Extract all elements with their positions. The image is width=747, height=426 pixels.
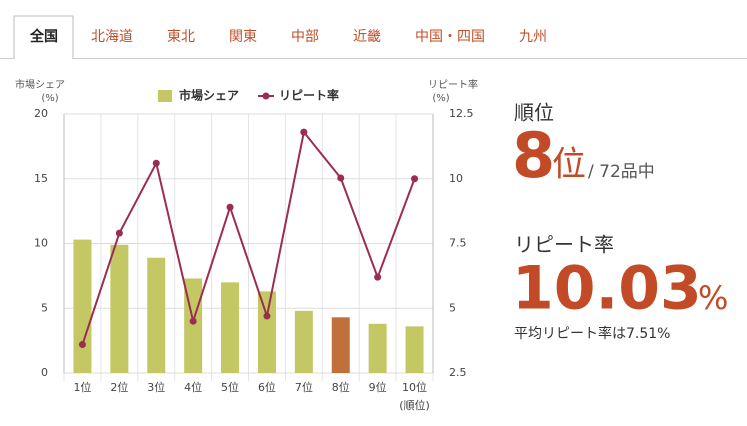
tab[interactable]: 北海道 xyxy=(91,29,133,45)
active-tab xyxy=(13,15,74,59)
y2-axis-label: リピート率 xyxy=(428,78,478,91)
rate-label: リピート率 xyxy=(514,233,614,257)
x-axis-label: (順位) xyxy=(399,398,430,412)
line-point xyxy=(337,174,345,182)
line-point xyxy=(115,229,123,237)
x-tick-label: 1位 xyxy=(73,380,91,394)
line-point xyxy=(226,203,234,211)
y-tick-label: 15 xyxy=(34,172,48,185)
y-tick-label: 0 xyxy=(41,366,48,379)
legend-label: 市場シェア xyxy=(179,88,239,103)
bar xyxy=(294,310,313,373)
line xyxy=(81,129,416,345)
y-axis-label: (%) xyxy=(41,93,58,104)
x-tick-label: 4位 xyxy=(184,380,202,394)
legend-swatch xyxy=(158,90,172,102)
y2-tick-label: 2.5 xyxy=(449,366,467,379)
rank-unit: 位 xyxy=(552,145,586,185)
tab[interactable]: 近畿 xyxy=(353,29,381,45)
line-point xyxy=(78,341,86,349)
y-tick-label: 10 xyxy=(34,237,48,250)
tab[interactable]: 九州 xyxy=(519,29,547,45)
line-point xyxy=(374,273,382,281)
line-point xyxy=(263,312,271,320)
tab[interactable]: 全国 xyxy=(29,28,58,45)
y2-tick-label: 10 xyxy=(449,172,463,185)
x-tick-label: 8位 xyxy=(332,380,350,394)
y-axis-label: 市場シェア xyxy=(15,78,65,91)
y2-axis-label: (%) xyxy=(432,93,449,104)
x-tick-label: 3位 xyxy=(147,380,165,394)
bar xyxy=(257,291,276,373)
y2-tick-label: 5 xyxy=(449,301,456,314)
x-tick-label: 10位 xyxy=(402,380,427,394)
bar xyxy=(147,257,166,373)
legend-marker xyxy=(262,92,270,100)
y2-tick-label: 12.5 xyxy=(449,107,474,120)
tab[interactable]: 中国・四国 xyxy=(415,29,485,45)
x-tick-label: 5位 xyxy=(221,380,239,394)
line-point xyxy=(300,128,308,136)
tab[interactable]: 中部 xyxy=(291,29,319,45)
y-tick-label: 20 xyxy=(34,107,48,120)
bar xyxy=(221,282,240,373)
x-tick-label: 6位 xyxy=(258,380,276,394)
y-tick-label: 5 xyxy=(41,301,48,314)
line-point xyxy=(189,317,197,325)
bar xyxy=(73,239,92,373)
rank-value: 8 xyxy=(512,119,555,192)
y2-tick-label: 7.5 xyxy=(449,237,467,250)
rate-unit: % xyxy=(698,279,728,317)
line-point xyxy=(152,159,160,167)
average-rate: 平均リピート率は7.51% xyxy=(514,325,670,342)
line-point xyxy=(411,175,419,183)
bar xyxy=(110,244,129,373)
x-tick-label: 9位 xyxy=(369,380,387,394)
rate-value: 10.03 xyxy=(512,254,702,324)
bar xyxy=(331,317,350,373)
x-tick-label: 7位 xyxy=(295,380,313,394)
rank-total: / 72品中 xyxy=(588,162,655,182)
legend-label: リピート率 xyxy=(279,88,339,103)
bar xyxy=(405,326,424,373)
tab[interactable]: 関東 xyxy=(229,29,257,45)
x-tick-label: 2位 xyxy=(110,380,128,394)
tab[interactable]: 東北 xyxy=(167,29,195,45)
rank-label: 順位 xyxy=(514,101,554,125)
bar xyxy=(368,323,387,373)
